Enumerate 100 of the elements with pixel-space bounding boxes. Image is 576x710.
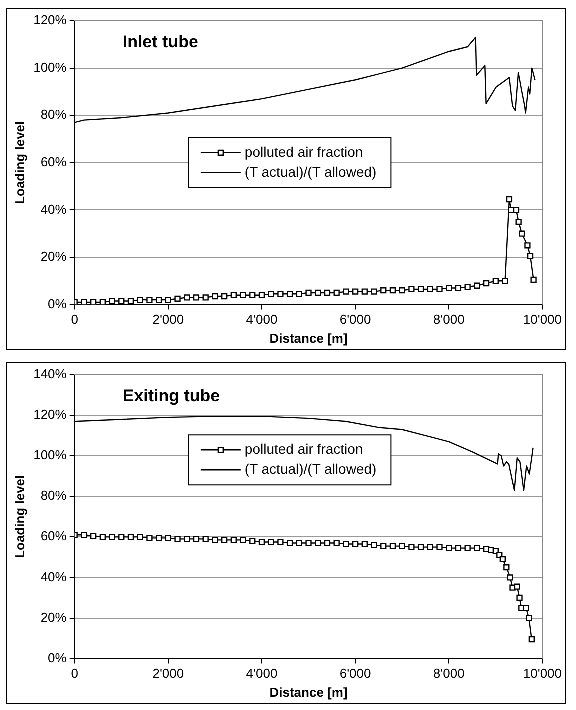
point	[464, 284, 471, 290]
point	[128, 298, 134, 304]
x-tick-label: 0	[71, 312, 78, 328]
point	[523, 605, 530, 612]
point	[390, 288, 396, 294]
x-tick-label: 10'000	[523, 312, 562, 328]
point	[240, 537, 246, 544]
y-tick-label: 80%	[40, 488, 68, 504]
y-tick-label: 100%	[34, 60, 68, 75]
point	[474, 282, 480, 289]
point	[81, 299, 88, 305]
y-tick-label: 60%	[40, 154, 68, 170]
point	[408, 544, 415, 550]
point	[193, 536, 200, 542]
x-tick-label: 4'000	[246, 666, 278, 682]
point	[343, 288, 350, 295]
point	[278, 291, 284, 298]
x-tick-label: 10'000	[523, 666, 562, 682]
point	[109, 298, 116, 304]
point	[156, 296, 162, 304]
point	[240, 292, 246, 298]
point	[90, 299, 97, 305]
point	[418, 544, 424, 550]
y-tick-label: 120%	[34, 407, 68, 422]
x-tick-label: 6'000	[340, 666, 372, 682]
point	[408, 286, 415, 292]
point	[334, 540, 340, 546]
x-tick-label: 0	[71, 666, 78, 682]
point	[128, 534, 134, 540]
point	[146, 296, 153, 304]
point	[90, 533, 97, 540]
point	[81, 532, 88, 538]
point	[202, 536, 209, 542]
point	[446, 285, 452, 292]
text: Inlet tube	[122, 32, 198, 52]
legend-label: polluted air fraction	[244, 144, 364, 160]
point	[380, 543, 387, 550]
x-tick-label: 4'000	[246, 312, 278, 328]
point	[362, 541, 368, 548]
y-tick-label: 80%	[40, 107, 68, 122]
point	[507, 574, 514, 581]
point	[527, 253, 534, 260]
point	[334, 290, 340, 296]
point	[483, 280, 490, 287]
point	[250, 292, 256, 298]
point	[352, 541, 359, 548]
y-axis-title: Loading level	[12, 475, 28, 558]
point	[109, 534, 116, 540]
point	[436, 544, 443, 550]
point	[352, 288, 359, 295]
point	[455, 545, 462, 552]
point	[174, 536, 181, 542]
point	[516, 594, 523, 602]
point	[500, 556, 506, 563]
x-axis-title: Distance [m]	[270, 684, 348, 700]
y-tick-label: 40%	[40, 202, 68, 217]
point	[436, 286, 443, 292]
point	[427, 286, 434, 292]
x-tick-label: 6'000	[340, 312, 372, 328]
point	[278, 539, 284, 546]
point	[446, 545, 452, 552]
point	[524, 242, 531, 249]
point	[371, 288, 378, 295]
point	[202, 294, 209, 301]
point	[118, 534, 125, 540]
point	[221, 293, 228, 300]
legend-label: (T actual)/(T allowed)	[244, 164, 377, 180]
point	[212, 537, 218, 544]
point	[504, 564, 510, 571]
point	[137, 296, 144, 304]
x-tick-label: 8'000	[433, 666, 465, 682]
y-tick-label: 20%	[40, 610, 68, 625]
x-tick-label: 2'000	[152, 312, 184, 328]
point	[530, 276, 537, 284]
x-tick-label: 2'000	[152, 666, 184, 682]
point	[100, 299, 106, 305]
point	[528, 636, 535, 643]
y-tick-label: 20%	[40, 249, 68, 264]
point	[230, 537, 237, 544]
point	[286, 540, 294, 546]
point	[268, 539, 274, 546]
point	[156, 535, 162, 542]
point	[212, 293, 218, 300]
point	[165, 535, 172, 542]
legend-label: polluted air fraction	[244, 441, 364, 457]
x-tick-label: 8'000	[433, 312, 465, 328]
point	[258, 539, 266, 546]
point	[399, 543, 406, 550]
y-tick-label: 100%	[34, 448, 68, 463]
point	[514, 584, 520, 590]
x-axis-title: Distance [m]	[270, 330, 348, 346]
point	[492, 278, 499, 284]
y-tick-label: 140%	[34, 366, 68, 382]
point	[118, 298, 125, 304]
point	[502, 278, 508, 284]
point	[474, 545, 480, 552]
point	[506, 196, 513, 203]
point	[296, 291, 302, 298]
y-tick-label: 40%	[40, 569, 68, 584]
point	[184, 294, 190, 301]
